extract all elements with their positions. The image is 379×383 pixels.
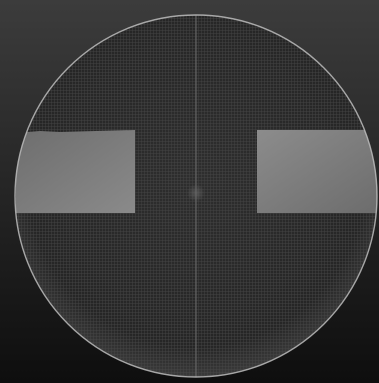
viewport (0, 0, 379, 383)
pole (187, 184, 205, 202)
left-patch (16, 130, 135, 213)
page (0, 0, 379, 383)
right-patch (257, 130, 379, 213)
